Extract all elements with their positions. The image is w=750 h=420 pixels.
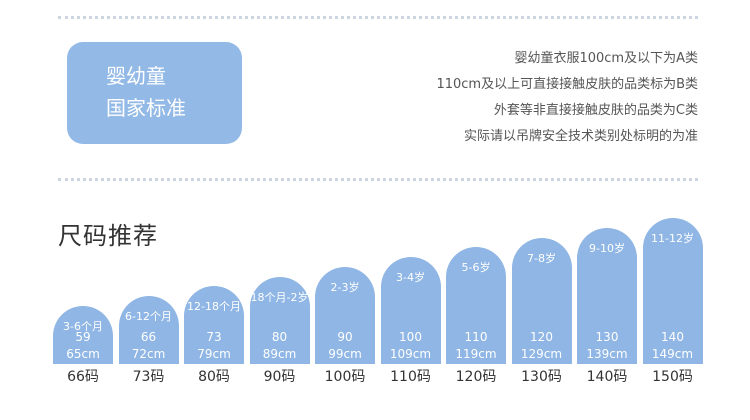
size-label: 80码	[198, 369, 230, 385]
age-range: 2-3岁	[330, 280, 360, 294]
classification-notes: 婴幼童衣服100cm及以下为A类 110cm及以上可直接接触皮肤的品类标为B类 …	[436, 46, 698, 150]
age-range: 7-8岁	[527, 251, 556, 265]
badge-line-2: 国家标准	[106, 96, 186, 120]
size-label: 73码	[132, 369, 165, 385]
weight-value: 59	[75, 330, 91, 344]
size-arch: 11-12岁 140 149cm	[642, 218, 703, 364]
height-value: 149cm	[651, 347, 694, 361]
size-arch: 5-6岁 110 119cm	[446, 247, 506, 364]
note-line: 110cm及以上可直接接触皮肤的品类标为B类	[436, 77, 698, 92]
height-value: 89cm	[262, 347, 297, 361]
age-range: 5-6岁	[461, 261, 491, 275]
note-line: 外套等非直接接触皮肤的品类为C类	[493, 103, 698, 118]
size-label: 66码	[67, 369, 99, 385]
size-card: 7-8岁 120 129cm 130码	[511, 237, 572, 385]
size-arch: 3-6个月 59 65cm	[53, 306, 113, 364]
height-value: 129cm	[520, 347, 563, 361]
age-range: 11-12岁	[651, 232, 694, 245]
size-arch: 6-12个月 66 72cm	[118, 296, 179, 364]
note-line: 实际请以吊牌安全技术类别处标明的为准	[463, 129, 698, 144]
size-card: 3-4岁 100 109cm 110码	[380, 257, 441, 385]
size-card: 3-6个月 59 65cm 66码	[53, 306, 113, 385]
size-arch: 2-3岁 90 99cm	[315, 266, 375, 364]
age-range: 12-18个月	[187, 300, 241, 314]
weight-value: 140	[661, 330, 684, 344]
size-label: 120码	[455, 369, 497, 385]
size-label: 90码	[263, 369, 296, 385]
size-label: 100码	[324, 369, 366, 385]
height-value: 119cm	[455, 347, 497, 361]
dotted-divider-middle	[58, 178, 698, 181]
size-card: 2-3岁 90 99cm 100码	[315, 266, 375, 385]
height-value: 99cm	[328, 347, 362, 361]
national-standard-badge: 婴幼童 国家标准	[67, 42, 242, 144]
size-arch: 12-18个月 73 79cm	[184, 286, 244, 364]
weight-value: 130	[595, 330, 619, 344]
size-card: 9-10岁 130 139cm 140码	[577, 227, 637, 385]
age-range: 6-12个月	[125, 310, 172, 324]
size-label: 140码	[586, 369, 628, 385]
weight-value: 110	[464, 330, 488, 344]
size-card: 18个月-2岁 80 89cm 90码	[249, 276, 310, 385]
size-label: 150码	[652, 369, 693, 385]
note-line: 婴幼童衣服100cm及以下为A类	[514, 51, 698, 66]
weight-value: 120	[530, 330, 553, 344]
size-card: 12-18个月 73 79cm 80码	[184, 286, 244, 385]
weight-value: 80	[271, 330, 288, 344]
age-range: 3-6个月	[63, 320, 103, 333]
size-card: 6-12个月 66 72cm 73码	[118, 296, 179, 385]
size-recommendation-title: 尺码推荐	[58, 222, 158, 250]
weight-value: 100	[399, 330, 422, 344]
dotted-divider-top	[58, 16, 698, 19]
badge-line-1: 婴幼童	[106, 64, 166, 88]
height-value: 79cm	[197, 347, 231, 361]
size-arch: 9-10岁 130 139cm	[577, 227, 637, 364]
size-arch: 3-4岁 100 109cm	[380, 257, 441, 364]
size-arch: 7-8岁 120 129cm	[511, 237, 572, 364]
size-card: 5-6岁 110 119cm 120码	[446, 247, 506, 385]
weight-value: 90	[337, 330, 353, 344]
age-range: 3-4岁	[396, 271, 425, 285]
size-arch: 18个月-2岁 80 89cm	[249, 276, 310, 364]
size-label: 110码	[390, 369, 431, 385]
height-value: 72cm	[131, 347, 166, 361]
size-label: 130码	[521, 369, 562, 385]
height-value: 109cm	[389, 347, 432, 361]
height-value: 139cm	[586, 347, 628, 361]
weight-value: 66	[140, 330, 157, 344]
age-range: 18个月-2岁	[250, 290, 309, 304]
age-range: 9-10岁	[589, 241, 625, 255]
size-card: 11-12岁 140 149cm 150码	[642, 218, 703, 385]
height-value: 65cm	[66, 347, 100, 361]
weight-value: 73	[206, 330, 222, 344]
